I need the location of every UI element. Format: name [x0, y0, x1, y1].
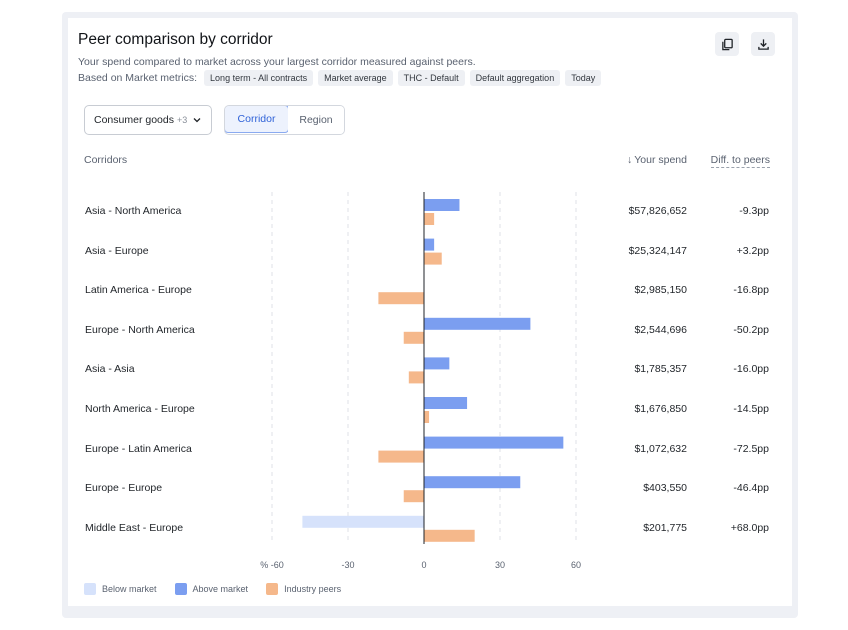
diff-value: +68.0pp: [730, 521, 769, 534]
metric-chip[interactable]: Default aggregation: [469, 70, 561, 86]
diff-value: -72.5pp: [733, 442, 769, 455]
legend-item-industry-peers[interactable]: Industry peers: [266, 583, 341, 595]
x-tick-label: 0: [421, 560, 426, 570]
peer-bar: [408, 371, 424, 384]
sort-arrow-down-icon: ↓: [627, 154, 633, 166]
spend-value: $57,826,652: [628, 205, 687, 217]
corridor-label: Asia - Asia: [85, 363, 135, 376]
chevron-down-icon: [192, 115, 202, 125]
tab-region[interactable]: Region: [288, 106, 344, 134]
diff-value: -16.0pp: [733, 363, 769, 376]
market-bar: [424, 436, 564, 449]
legend-label: Below market: [102, 584, 157, 594]
legend-swatch: [266, 583, 279, 595]
legend-label: Industry peers: [284, 584, 342, 594]
legend-swatch: [174, 583, 187, 595]
copy-icon: [721, 38, 733, 50]
diff-column-header[interactable]: Diff. to peers: [698, 154, 770, 168]
corridor-label: North America - Europe: [85, 403, 195, 415]
metric-chip[interactable]: Today: [565, 70, 602, 86]
market-bar: [424, 199, 460, 211]
diff-value: -16.8pp: [733, 284, 769, 297]
spend-column-header[interactable]: ↓ Your spend: [623, 154, 687, 166]
corridor-label: Europe - Europe: [85, 482, 163, 495]
diff-value: -14.5pp: [733, 403, 769, 415]
legend-item-below-market[interactable]: Below market: [84, 583, 157, 595]
corridor-label: Europe - Latin America: [85, 442, 192, 455]
view-toggle: Corridor Region: [224, 105, 345, 135]
x-tick-label: % -60: [260, 560, 284, 570]
peer-bar: [403, 331, 424, 344]
peer-bar: [378, 450, 424, 463]
peer-bar: [424, 529, 475, 542]
metric-chip[interactable]: THC - Default: [397, 70, 465, 86]
market-bar: [424, 317, 531, 330]
peer-comparison-chart: % -60 -30 0 30 60: [260, 192, 581, 570]
copy-button[interactable]: [715, 32, 739, 56]
peer-bar: [424, 213, 435, 225]
spend-value: $201,775: [643, 521, 687, 534]
category-dropdown[interactable]: Consumer goods +3: [84, 105, 212, 135]
dropdown-count: +3: [176, 115, 188, 125]
corridor-label: Latin America - Europe: [85, 284, 192, 297]
metric-chip[interactable]: Market average: [318, 70, 393, 86]
spend-value: $25,324,147: [628, 244, 687, 257]
legend-label: Above market: [192, 584, 249, 594]
tab-corridor[interactable]: Corridor: [225, 106, 289, 133]
corridor-label: Middle East - Europe: [85, 521, 184, 534]
x-tick-label: 30: [495, 560, 505, 570]
spend-header-label: Your spend: [634, 154, 687, 166]
diff-value: -46.4pp: [733, 482, 769, 495]
corridor-label: Asia - North America: [85, 205, 182, 217]
market-bar: [424, 397, 468, 409]
download-button[interactable]: [751, 32, 775, 56]
corridor-label: Europe - North America: [85, 323, 195, 336]
dropdown-label: Consumer goods: [94, 114, 174, 126]
metrics-label: Based on Market metrics:: [78, 72, 198, 84]
peer-bar: [424, 411, 430, 423]
market-bar: [424, 357, 450, 370]
diff-value: +3.2pp: [736, 244, 769, 257]
market-bar: [302, 515, 424, 528]
corridors-column-header: Corridors: [84, 154, 128, 166]
card-subtitle: Your spend compared to market across you…: [78, 56, 476, 68]
diff-value: -50.2pp: [733, 323, 769, 336]
spend-value: $2,544,696: [634, 323, 687, 336]
diff-value: -9.3pp: [739, 205, 769, 217]
peer-comparison-card: Peer comparison by corridor Your spend c…: [68, 18, 792, 606]
legend-swatch: [84, 583, 96, 595]
card-title: Peer comparison by corridor: [78, 31, 273, 48]
market-bar: [424, 238, 435, 251]
download-icon: [757, 38, 769, 50]
spend-value: $1,072,632: [634, 442, 687, 455]
peer-bar: [378, 292, 424, 305]
spend-value: $1,676,850: [634, 403, 687, 415]
spend-value: $1,785,357: [634, 363, 687, 376]
chart-legend: Below market Above market Industry peers: [84, 583, 341, 595]
spend-value: $403,550: [643, 482, 687, 495]
market-metrics: Based on Market metrics: Long term - All…: [78, 69, 602, 87]
metric-chip[interactable]: Long term - All contracts: [204, 70, 314, 86]
x-tick-label: 60: [571, 560, 581, 570]
peer-bar: [403, 490, 424, 503]
peer-bar: [424, 252, 442, 265]
diff-header-label: Diff. to peers: [710, 154, 770, 168]
market-bar: [424, 476, 521, 489]
corridor-label: Asia - Europe: [85, 244, 149, 257]
legend-item-above-market[interactable]: Above market: [174, 583, 249, 595]
spend-value: $2,985,150: [634, 284, 687, 297]
x-tick-label: -30: [341, 560, 354, 570]
